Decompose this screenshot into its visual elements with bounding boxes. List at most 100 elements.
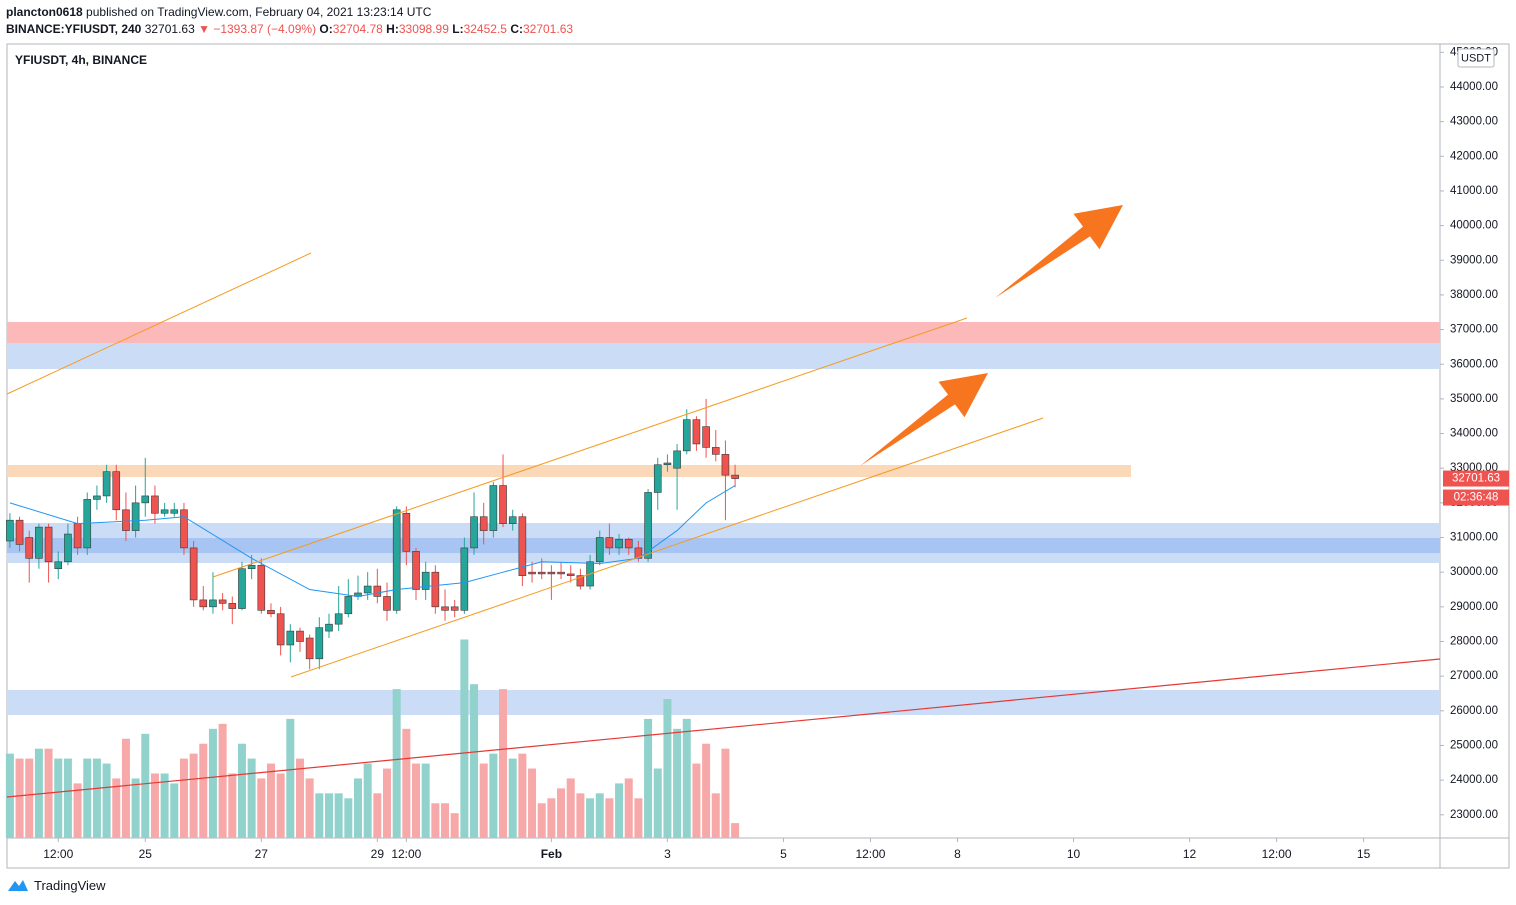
y-tick-label: 27000.00 <box>1450 670 1498 682</box>
volume-bar <box>431 803 440 838</box>
countdown: 02:36:48 <box>1454 492 1499 504</box>
volume-bar <box>528 768 537 838</box>
y-tick-label: 44000.00 <box>1450 81 1498 93</box>
volume-bar <box>54 758 63 838</box>
volume-bar <box>489 753 498 838</box>
y-tick-label: 43000.00 <box>1450 116 1498 128</box>
volume-bar <box>34 748 43 838</box>
candle-body <box>605 537 614 549</box>
volume-bar <box>295 758 304 838</box>
volume-bar <box>566 778 575 838</box>
candle-body <box>499 485 507 524</box>
candle-body <box>673 450 681 469</box>
x-tick-label: 15 <box>1357 847 1371 861</box>
y-tick-label: 42000.00 <box>1450 150 1498 162</box>
zones <box>7 322 1440 715</box>
x-tick-label: 29 <box>371 847 385 861</box>
volume-bar <box>537 803 546 838</box>
volume-bar <box>479 763 488 838</box>
volume-bar <box>266 763 275 838</box>
candle-body <box>334 613 343 625</box>
volume-bar <box>160 773 169 838</box>
candle-body <box>344 596 353 615</box>
y-tick-label: 28000.00 <box>1450 636 1498 648</box>
volume-bar <box>179 758 188 838</box>
candle-body <box>634 547 643 559</box>
y-tick-label: 35000.00 <box>1450 393 1498 405</box>
candle-body <box>276 613 285 646</box>
volume-bar <box>92 758 101 838</box>
currency-box <box>1457 48 1495 68</box>
y-tick-label: 39000.00 <box>1450 254 1498 266</box>
y-tick-label: 33000.00 <box>1450 462 1498 474</box>
volume-bar <box>73 783 82 838</box>
c: 32701.63 <box>522 22 574 36</box>
candle-body <box>112 471 121 511</box>
candle-body <box>373 585 382 597</box>
volume-bar <box>373 793 382 838</box>
x-tick-label: 12:00 <box>1262 847 1292 861</box>
candle-body <box>392 509 401 611</box>
candle-body <box>160 509 169 514</box>
candle-body <box>479 516 488 531</box>
volume-bar <box>421 763 430 838</box>
candle-body <box>199 599 208 608</box>
volume-bar <box>692 763 701 838</box>
candle-body <box>25 537 34 559</box>
zone <box>7 538 1440 553</box>
volume-bar <box>5 753 14 838</box>
candle-body <box>566 573 575 576</box>
y-tick-label: 31000.00 <box>1450 532 1498 544</box>
axes: 23000.00 24000.00 25000.00 26000.00 27000.00… <box>43 46 1509 861</box>
volume-bar <box>586 798 595 838</box>
x-tick-label: 5 <box>780 847 787 861</box>
volume-bar <box>673 728 682 838</box>
y-tick-label: 24000.00 <box>1450 774 1498 786</box>
candle-body <box>731 474 739 479</box>
volume-bar <box>208 728 217 838</box>
x-tick-label: 3 <box>664 847 671 861</box>
candle-body <box>663 462 672 466</box>
volume-bar <box>83 758 92 838</box>
candle-body <box>412 551 420 590</box>
volume-bar <box>315 793 324 838</box>
candle-body <box>257 564 266 611</box>
x-tick-label: 12 <box>1183 847 1197 861</box>
candle-body <box>54 561 63 570</box>
candle-body <box>402 512 411 552</box>
candle-body <box>644 492 652 559</box>
candle-body <box>354 592 362 597</box>
candle-body <box>83 499 92 549</box>
volume-bar <box>257 778 266 838</box>
moving-average <box>9 485 736 597</box>
y-tick-label: 29000.00 <box>1450 601 1498 613</box>
volume-bar <box>189 753 198 838</box>
y-tick-label: 37000.00 <box>1450 324 1498 336</box>
volume-bar <box>392 689 401 838</box>
volume-bar <box>518 753 527 838</box>
candle-body <box>151 495 159 514</box>
volume-bar <box>653 768 662 838</box>
candle-body <box>692 419 701 445</box>
candle-body <box>508 516 517 524</box>
candle-body <box>305 637 314 660</box>
candle-body <box>421 571 430 590</box>
currency: USDT <box>1461 52 1491 64</box>
y-tick-label: 26000.00 <box>1450 705 1498 717</box>
x-tick-label: 27 <box>255 847 269 861</box>
candle-body <box>141 495 150 504</box>
y-tick-label: 45000.00 <box>1450 46 1498 58</box>
change: ▼ −1393.87 (−4.09%) <box>198 22 317 36</box>
y-tick-label: 30000.00 <box>1450 566 1498 578</box>
y-tick-label: 41000.00 <box>1450 185 1498 197</box>
arrow <box>995 205 1123 298</box>
candle-body <box>15 519 24 545</box>
o-label: O: <box>319 22 333 36</box>
resistance-zone <box>7 322 1440 343</box>
volume-bar <box>731 823 740 838</box>
zone <box>7 465 1131 477</box>
candle-body <box>102 471 111 497</box>
volume-bar <box>334 793 343 838</box>
header: plancton0618 published on TradingView.co… <box>6 4 573 38</box>
candle-body <box>595 537 604 563</box>
